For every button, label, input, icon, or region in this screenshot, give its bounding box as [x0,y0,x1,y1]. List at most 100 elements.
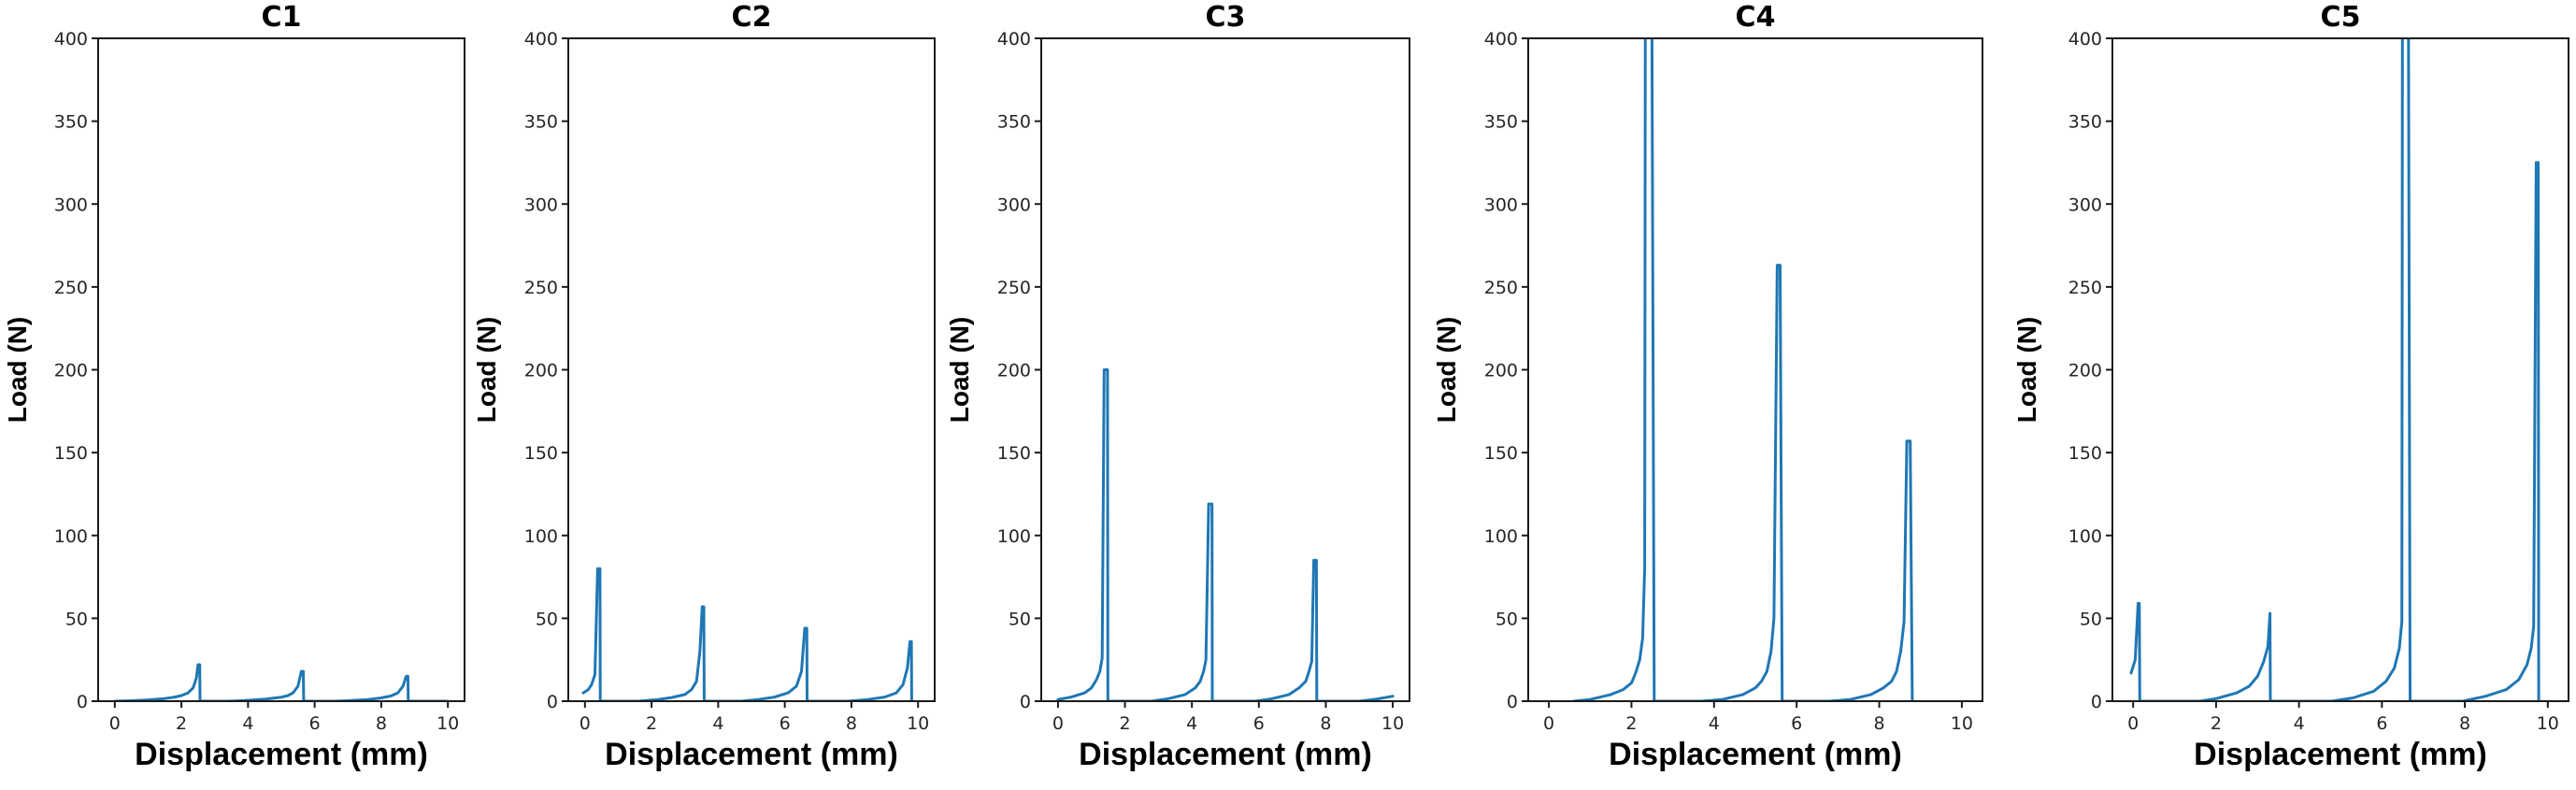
series-line [113,663,450,701]
y-tick-label: 50 [1496,609,1518,629]
plot-frame [1040,37,1410,702]
y-tick-label: 200 [54,361,88,381]
x-tick-label: 4 [1709,713,1720,734]
panel-title: C1 [262,1,302,34]
x-tick-label: 2 [1625,713,1637,734]
y-tick-label: 200 [1484,361,1518,381]
x-axis-label: Displacement (mm) [2194,737,2487,772]
y-tick-label: 400 [1484,29,1518,50]
x-tick-label: 2 [2211,713,2222,734]
x-tick-label: 0 [1543,713,1554,734]
plot-frame [567,37,936,702]
x-tick-label: 10 [2537,713,2559,734]
y-tick-label: 100 [1484,526,1518,547]
x-tick-label: 4 [2294,713,2305,734]
x-tick-label: 10 [1951,713,1973,734]
panel-c2: C2 Displacement (mm) Load (N) 0 50 100 150 2… [472,1,936,772]
series-line [581,567,913,701]
y-tick-label: 300 [1484,194,1518,215]
y-tick-label: 150 [997,443,1031,464]
y-tick-label: 150 [524,443,558,464]
y-axis-label: Load (N) [472,317,501,424]
x-axis-label: Displacement (mm) [135,737,428,772]
series-line [1056,368,1395,701]
x-tick-label: 8 [376,713,387,734]
y-tick-label: 250 [2068,278,2102,298]
y-axis-label: Load (N) [2012,317,2041,424]
x-tick-label: 8 [846,713,857,734]
y-tick-label: 50 [65,609,88,629]
y-tick-label: 50 [2080,609,2102,629]
y-tick-label: 350 [54,112,88,133]
x-axis-label: Displacement (mm) [1609,737,1902,772]
y-tick-label: 200 [997,361,1031,381]
panel-title: C2 [732,1,772,34]
y-tick-label: 350 [1484,112,1518,133]
x-tick-label: 8 [1873,713,1884,734]
x-tick-label: 4 [1186,713,1197,734]
y-tick-label: 350 [2068,112,2102,133]
x-tick-label: 10 [1381,713,1404,734]
x-tick-label: 6 [1253,713,1265,734]
y-tick-label: 50 [536,609,558,629]
x-tick-label: 10 [907,713,929,734]
plot-frame [97,37,465,702]
y-tick-label: 100 [524,526,558,547]
x-tick-label: 4 [242,713,253,734]
y-axis-label: Load (N) [1432,317,1461,424]
y-tick-label: 100 [997,526,1031,547]
x-tick-label: 4 [712,713,723,734]
panel-title: C3 [1206,1,1246,34]
y-axis-label: Load (N) [945,317,974,424]
y-tick-label: 0 [77,692,88,712]
y-tick-label: 200 [524,361,558,381]
panel-c3: C3 Displacement (mm) Load (N) 0501001502… [945,1,1410,772]
y-tick-label: 100 [2068,526,2102,547]
y-tick-label: 0 [1020,692,1031,712]
plot-frame [1527,37,1983,702]
y-tick-label: 150 [54,443,88,464]
x-tick-label: 6 [1791,713,1802,734]
y-tick-label: 250 [1484,278,1518,298]
x-tick-label: 0 [109,713,121,734]
series-line [2129,38,2540,701]
y-tick-label: 300 [997,194,1031,215]
y-tick-label: 0 [547,692,558,712]
panel-title: C4 [1736,1,1776,34]
y-tick-label: 400 [524,29,558,50]
x-tick-label: 6 [309,713,321,734]
y-tick-label: 100 [54,526,88,547]
y-tick-label: 300 [2068,194,2102,215]
x-tick-label: 8 [2459,713,2470,734]
y-tick-label: 250 [524,278,558,298]
y-tick-label: 150 [1484,443,1518,464]
y-tick-label: 300 [54,194,88,215]
panel-c1: C1 Displacement (mm) Load (N) 0501001502… [3,1,465,772]
y-tick-label: 0 [1507,692,1518,712]
x-tick-label: 6 [780,713,791,734]
y-tick-label: 0 [2091,692,2102,712]
x-tick-label: 6 [2376,713,2387,734]
y-tick-label: 150 [2068,443,2102,464]
y-tick-label: 50 [1009,609,1031,629]
x-tick-label: 2 [1119,713,1130,734]
x-tick-label: 10 [436,713,459,734]
y-tick-label: 200 [2068,361,2102,381]
x-tick-label: 2 [646,713,657,734]
y-tick-label: 300 [524,194,558,215]
x-tick-label: 0 [2127,713,2139,734]
x-tick-label: 2 [176,713,187,734]
y-tick-label: 400 [997,29,1031,50]
panel-c4: C4 Displacement (mm) Load (N) 0501001502… [1432,1,1983,772]
series-line [1572,38,1914,701]
y-tick-label: 400 [54,29,88,50]
x-axis-label: Displacement (mm) [605,737,898,772]
x-tick-label: 0 [1052,713,1064,734]
y-tick-label: 250 [54,278,88,298]
y-axis-label: Load (N) [3,317,32,424]
y-tick-label: 250 [997,278,1031,298]
y-tick-label: 400 [2068,29,2102,50]
plot-frame [2111,37,2569,702]
y-tick-label: 350 [524,112,558,133]
panel-title: C5 [2321,1,2361,34]
